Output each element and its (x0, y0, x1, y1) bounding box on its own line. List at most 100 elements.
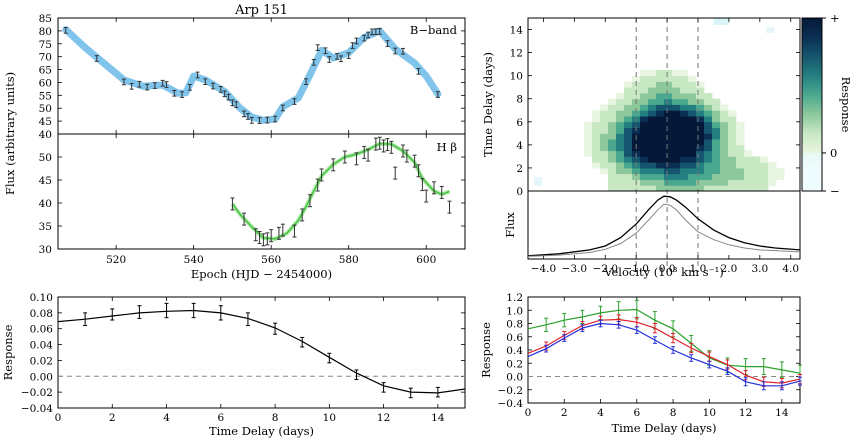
heatmap-cell (664, 173, 673, 180)
heatmap-cell (592, 144, 601, 152)
heatmap-cell (720, 116, 729, 123)
heatmap-cell (704, 98, 713, 105)
heatmap-cell (616, 98, 625, 105)
heatmap-cell (728, 185, 737, 192)
heatmap-cell (664, 93, 673, 100)
heatmap-cell (672, 144, 681, 152)
heatmap-cell (768, 167, 777, 175)
heatmap-cell (744, 185, 753, 192)
heatmap-cell (704, 104, 713, 111)
heatmap-cell (672, 121, 681, 128)
heatmap-cell (688, 75, 697, 82)
heatmap-cell (704, 93, 713, 100)
heatmap-cell (640, 93, 649, 100)
heatmap-cell (600, 104, 609, 111)
heatmap-cell (640, 144, 649, 152)
x-tick-label: 8 (272, 412, 279, 424)
heatmap-cell (696, 144, 705, 152)
heatmap-cell (664, 116, 673, 123)
x-tick-label: −4.0 (531, 263, 557, 275)
y-tick-label: 0.6 (506, 332, 523, 344)
heatmap-cell (680, 133, 689, 140)
heatmap-cell (696, 81, 705, 88)
heatmap-cell (736, 133, 745, 140)
colorbar-tick-label: + (830, 11, 840, 25)
heatmap-cell (680, 116, 689, 123)
heatmap-cell (760, 185, 769, 192)
heatmap-cell (600, 110, 609, 117)
heatmap-cell (712, 144, 721, 152)
heatmap-cell (680, 173, 689, 180)
heatmap-cell (680, 185, 689, 192)
heatmap-cell (592, 121, 601, 128)
heatmap-cell (736, 121, 745, 128)
heatmap-cell (720, 179, 729, 186)
y-tick-label: 70 (39, 52, 52, 64)
heatmap-cell (584, 144, 593, 152)
heatmap-cell (720, 167, 729, 175)
heatmap-cell (744, 179, 753, 186)
heatmap-cell (616, 173, 625, 180)
heatmap-cell (664, 98, 673, 105)
x-tick-label: 12 (377, 412, 390, 424)
x-tick-label: 2 (561, 407, 568, 419)
heatmap-cell (656, 98, 665, 105)
colorbar-tick-label: 0 (830, 146, 837, 160)
heatmap-cell (768, 162, 777, 169)
heatmap-cell (696, 185, 705, 192)
heatmap-cell (672, 127, 681, 134)
heatmap-cell (680, 69, 689, 77)
x-tick-label: 4 (163, 412, 170, 424)
heatmap-cell (632, 110, 641, 117)
heatmap-cell (688, 156, 697, 163)
y-tick-label: 0 (516, 186, 523, 198)
heatmap-cell (600, 121, 609, 128)
heatmap-cell (688, 93, 697, 100)
heatmap-cell (656, 144, 665, 152)
x-tick-label: 600 (416, 254, 436, 266)
heatmap-cell (688, 104, 697, 111)
y-tick-label: 14 (510, 25, 524, 37)
heatmap-cell (664, 104, 673, 111)
heatmap-cell (584, 127, 593, 134)
heatmap-cell (704, 144, 713, 152)
colorbar-frame (801, 17, 823, 192)
heatmap-cell (680, 167, 689, 175)
heatmap-cell (648, 104, 657, 111)
x-tick-label: 6 (633, 407, 640, 419)
heatmap-cell (608, 150, 617, 157)
heatmap-cell (616, 156, 625, 163)
y-tick-label: 12 (510, 48, 523, 60)
heatmap-cell (768, 179, 777, 186)
x-tick-label: 520 (106, 254, 126, 266)
heatmap-cell (648, 81, 657, 88)
heatmap-cell (640, 121, 649, 128)
heatmap-cell (704, 150, 713, 157)
y-tick-label: 45 (39, 116, 52, 128)
heatmap-cell (712, 150, 721, 157)
heatmap-cell (704, 121, 713, 128)
heatmap-cell (688, 162, 697, 169)
heatmap-cell (760, 156, 769, 163)
heatmap-cell (648, 98, 657, 105)
y-tick-label: 2 (516, 163, 523, 175)
heatmap-cell (704, 179, 713, 186)
heatmap-cell (768, 173, 777, 180)
heatmap-cell (736, 127, 745, 134)
heatmap-cell (648, 150, 657, 157)
heatmap-cell (624, 93, 633, 100)
heatmap-cell (712, 133, 721, 140)
heatmap-cell (648, 75, 657, 82)
heatmap-cell (728, 139, 737, 146)
colorbar-negative (802, 152, 822, 191)
y-tick-label: 6 (516, 117, 523, 129)
heatmap-cell (624, 185, 633, 192)
heatmap-cell (656, 127, 665, 134)
x-tick-label: 2.0 (721, 263, 738, 275)
heatmap-cell (624, 104, 633, 111)
heatmap-cell (624, 139, 633, 146)
y-tick-label: 0.04 (30, 340, 54, 352)
heatmap-cell (592, 150, 601, 157)
heatmap-cell (672, 179, 681, 186)
heatmap-cell (760, 179, 769, 186)
